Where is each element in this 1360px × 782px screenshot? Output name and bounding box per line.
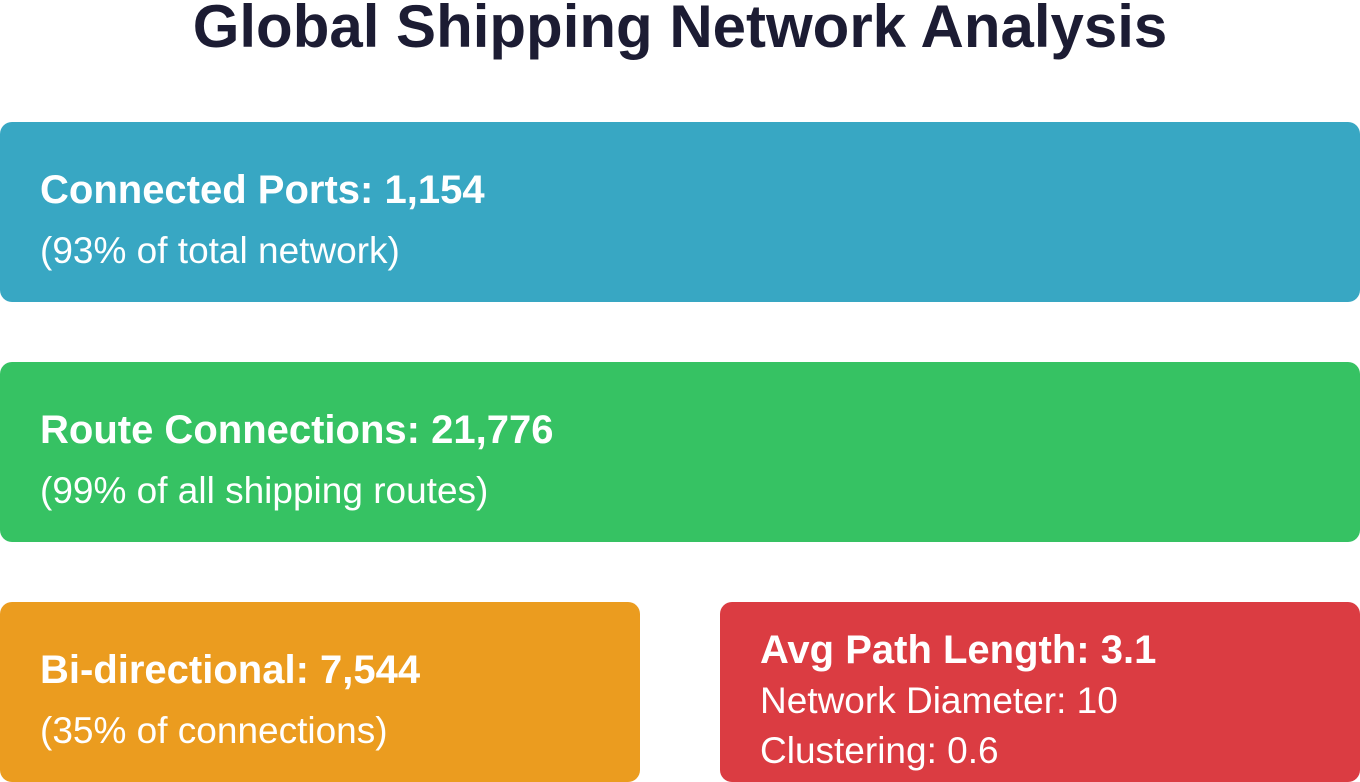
card-heading: Route Connections: 21,776 <box>40 408 554 452</box>
stat-card: Route Connections: 21,776 (99% of all sh… <box>0 362 1360 542</box>
card-detail: Network Diameter: 10 <box>760 680 1118 721</box>
card-heading: Avg Path Length: 3.1 <box>760 628 1157 672</box>
stat-card: Avg Path Length: 3.1 Network Diameter: 1… <box>720 602 1360 782</box>
card-detail: (99% of all shipping routes) <box>40 470 489 511</box>
card-detail: (93% of total network) <box>40 230 400 271</box>
stat-card: Bi-directional: 7,544 (35% of connection… <box>0 602 640 782</box>
card-heading: Bi-directional: 7,544 <box>40 648 421 692</box>
card-heading: Connected Ports: 1,154 <box>40 168 485 212</box>
page-title: Global Shipping Network Analysis <box>192 0 1168 60</box>
card-detail: (35% of connections) <box>40 710 388 751</box>
card-detail: Clustering: 0.6 <box>760 730 999 771</box>
stat-card: Connected Ports: 1,154 (93% of total net… <box>0 122 1360 302</box>
